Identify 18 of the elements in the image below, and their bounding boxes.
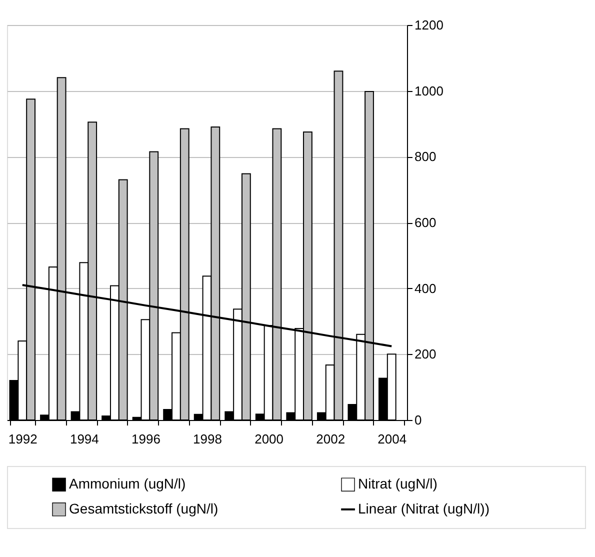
- x-tick-label: 1992: [8, 432, 38, 446]
- legend-label: Nitrat (ugN/l): [358, 476, 438, 492]
- x-tick-label: 1996: [132, 432, 160, 446]
- legend-label: Gesamtstickstoff (ugN/l): [69, 500, 218, 516]
- y-tick-label: 400: [414, 280, 436, 296]
- x-tick-label: 1998: [193, 432, 222, 446]
- y-tick-label: 1200: [414, 18, 444, 32]
- legend-label: Ammonium (ugN/l): [69, 476, 186, 492]
- x-tick-label: 2002: [316, 432, 346, 446]
- y-tick-label: 800: [414, 149, 436, 164]
- y-tick-label: 600: [414, 215, 436, 230]
- x-tick-label: 2000: [254, 432, 284, 446]
- y-tick-label: 200: [414, 346, 436, 362]
- x-tick-label: 1994: [70, 432, 99, 446]
- y-tick-label: 1000: [414, 83, 444, 98]
- legend-label: Linear (Nitrat (ugN/l)): [358, 500, 490, 516]
- x-tick-label: 2004: [378, 432, 407, 446]
- y-tick-label: 0: [414, 412, 422, 428]
